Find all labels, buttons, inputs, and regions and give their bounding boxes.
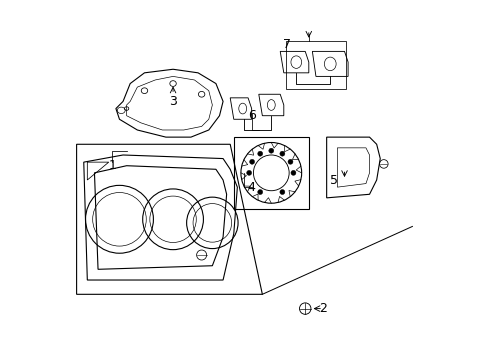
Circle shape <box>257 189 262 194</box>
Circle shape <box>257 151 262 156</box>
Text: 3: 3 <box>169 95 177 108</box>
Circle shape <box>249 159 254 164</box>
Circle shape <box>287 159 292 164</box>
Circle shape <box>279 151 285 156</box>
Text: 4: 4 <box>247 181 255 194</box>
Text: 5: 5 <box>329 174 337 186</box>
Circle shape <box>279 189 285 194</box>
Text: 6: 6 <box>247 109 255 122</box>
Circle shape <box>268 148 273 153</box>
Circle shape <box>246 170 251 175</box>
Text: 2: 2 <box>319 302 326 315</box>
Circle shape <box>290 170 295 175</box>
Text: 1: 1 <box>108 159 116 172</box>
Text: 7: 7 <box>283 38 291 51</box>
